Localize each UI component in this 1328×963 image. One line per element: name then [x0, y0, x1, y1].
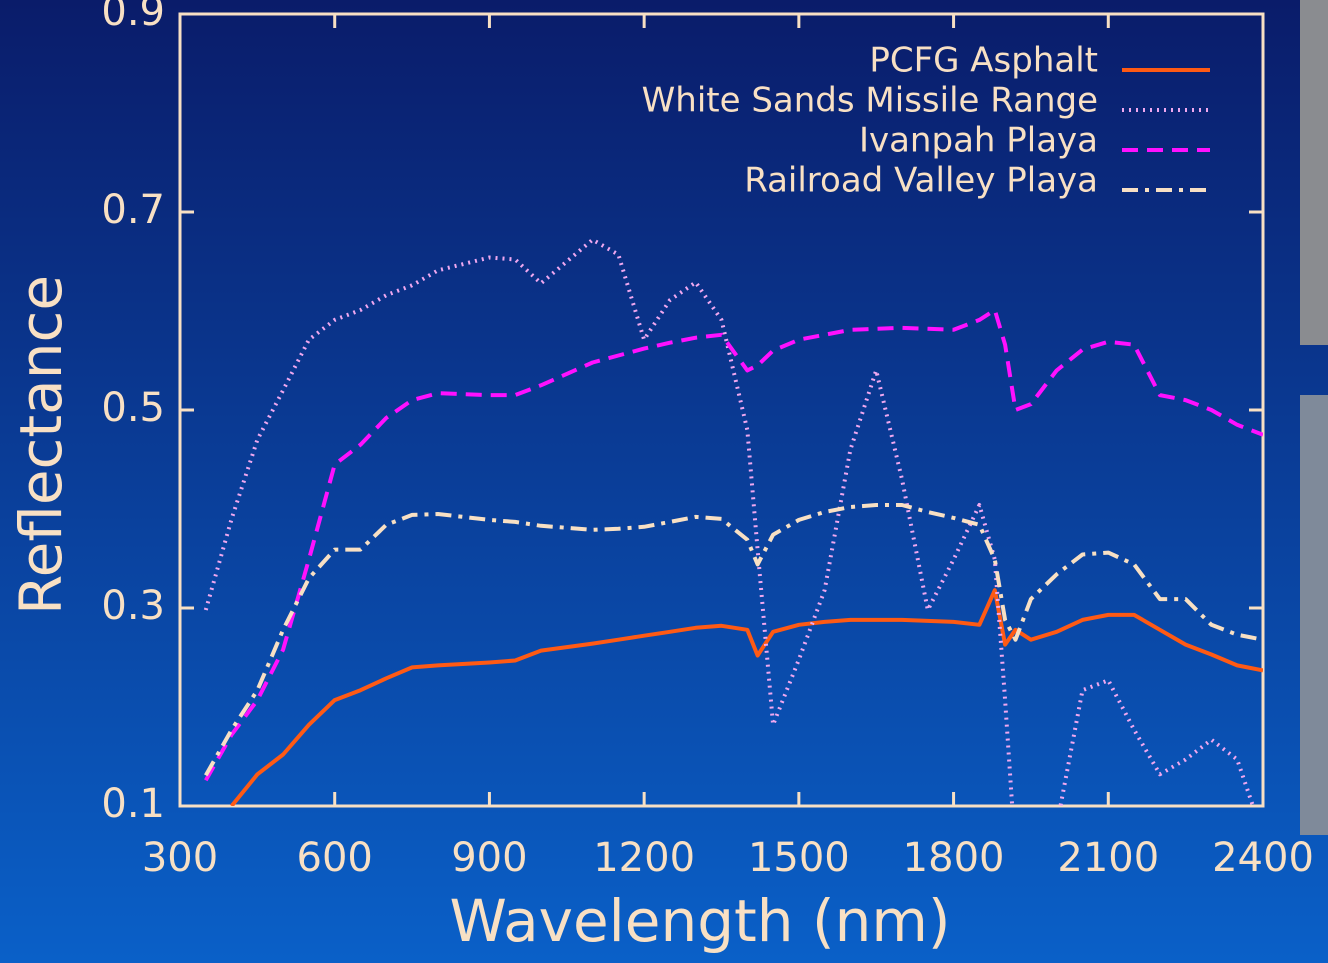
- x-tick-label: 900: [451, 835, 527, 881]
- x-tick-label: 600: [297, 835, 373, 881]
- legend-label: Railroad Valley Playa: [744, 161, 1098, 201]
- legend-label: Ivanpah Playa: [859, 121, 1098, 161]
- plot-lines: [203, 237, 1263, 806]
- x-tick-label: 1500: [748, 835, 850, 881]
- series-line: [204, 308, 1263, 782]
- y-axis-label: Reflectance: [7, 275, 75, 615]
- x-axis-label: Wavelength (nm): [449, 887, 950, 955]
- y-tick-label: 0.9: [101, 0, 165, 35]
- y-tick-label: 0.7: [101, 187, 165, 233]
- series-line: [230, 588, 1263, 806]
- x-tick-label: 2400: [1212, 835, 1314, 881]
- y-tick-label: 0.1: [101, 781, 165, 827]
- legend-label: PCFG Asphalt: [869, 41, 1098, 81]
- x-tick-label: 2100: [1057, 835, 1159, 881]
- x-tick-label: 300: [142, 835, 218, 881]
- y-tick-label: 0.5: [101, 385, 165, 431]
- photo: [1300, 395, 1328, 835]
- series-line: [204, 503, 1263, 777]
- photo: [1300, 0, 1328, 345]
- x-tick-label: 1800: [903, 835, 1005, 881]
- legend-label: White Sands Missile Range: [642, 81, 1098, 121]
- x-tick-label: 1200: [593, 835, 695, 881]
- y-tick-label: 0.3: [101, 583, 165, 629]
